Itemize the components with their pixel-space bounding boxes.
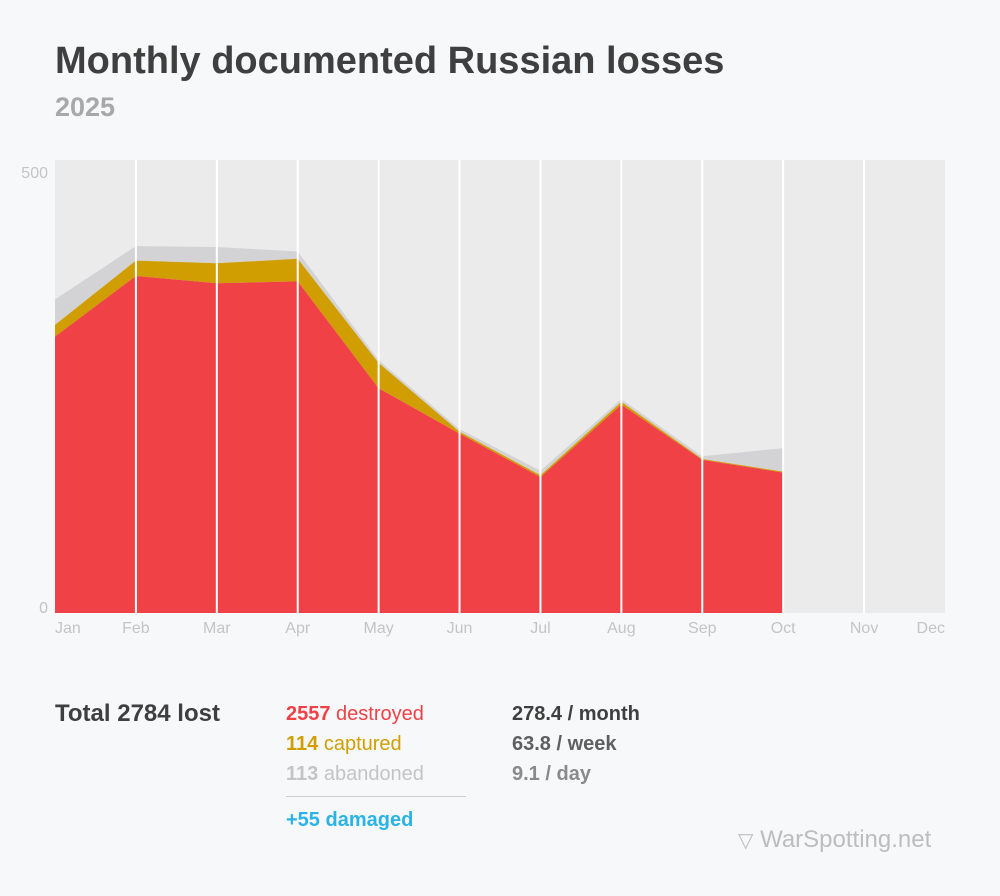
x-tick-nov: Nov [850, 620, 878, 637]
area-abandoned [55, 246, 784, 476]
abandoned-count: 113 [286, 763, 319, 785]
per-day-value: 9.1 [512, 763, 540, 785]
area-chart: 500 0 Jan Feb Mar Apr May Jun Jul Aug Sep Oct Nov D… [21, 160, 945, 637]
rates: 278.4 / month 63.8 / week 9.1 / day [512, 699, 640, 789]
x-tick-jun: Jun [447, 620, 473, 637]
per-week-label: / week [550, 733, 617, 755]
x-tick-oct: Oct [771, 620, 796, 637]
per-month-label: / month [562, 703, 640, 725]
destroyed-label: destroyed [330, 703, 424, 725]
area-captured [55, 258, 784, 478]
breakdown: 2557 destroyed 114 captured 113 abandone… [286, 699, 424, 789]
x-tick-may: May [364, 620, 394, 637]
x-tick-aug: Aug [607, 620, 635, 637]
per-day-label: / day [539, 763, 591, 785]
chart-title: Monthly documented Russian losses [55, 40, 725, 82]
per-week-stat: 63.8 / week [512, 729, 640, 759]
destroyed-stat: 2557 destroyed [286, 699, 424, 729]
per-week-value: 63.8 [512, 733, 551, 755]
destroyed-count: 2557 [286, 703, 331, 725]
triangle-logo-icon: ▽ [738, 830, 754, 852]
divider [286, 796, 466, 797]
per-month-value: 278.4 [512, 703, 563, 725]
abandoned-stat: 113 abandoned [286, 759, 424, 789]
warspotting-logo[interactable]: ▽ WarSpotting.net [738, 826, 931, 854]
captured-stat: 114 captured [286, 729, 424, 759]
x-tick-dec: Dec [917, 620, 945, 637]
damaged-stat: +55 damaged [286, 809, 414, 831]
y-tick-500: 500 [21, 165, 48, 182]
per-day-stat: 9.1 / day [512, 759, 640, 789]
x-tick-sep: Sep [688, 620, 717, 637]
chart-subtitle: 2025 [55, 92, 116, 122]
x-tick-apr: Apr [285, 620, 311, 637]
abandoned-label: abandoned [318, 763, 424, 785]
captured-label: captured [318, 733, 402, 755]
y-tick-0: 0 [39, 600, 48, 617]
x-tick-feb: Feb [122, 620, 150, 637]
per-month-stat: 278.4 / month [512, 699, 640, 729]
x-tick-jul: Jul [530, 620, 550, 637]
x-tick-mar: Mar [203, 620, 231, 637]
area-destroyed [55, 275, 784, 613]
brand-name: WarSpotting.net [760, 826, 932, 853]
x-tick-jan: Jan [55, 620, 81, 637]
captured-count: 114 [286, 733, 319, 755]
total-lost: Total 2784 lost [55, 700, 220, 727]
